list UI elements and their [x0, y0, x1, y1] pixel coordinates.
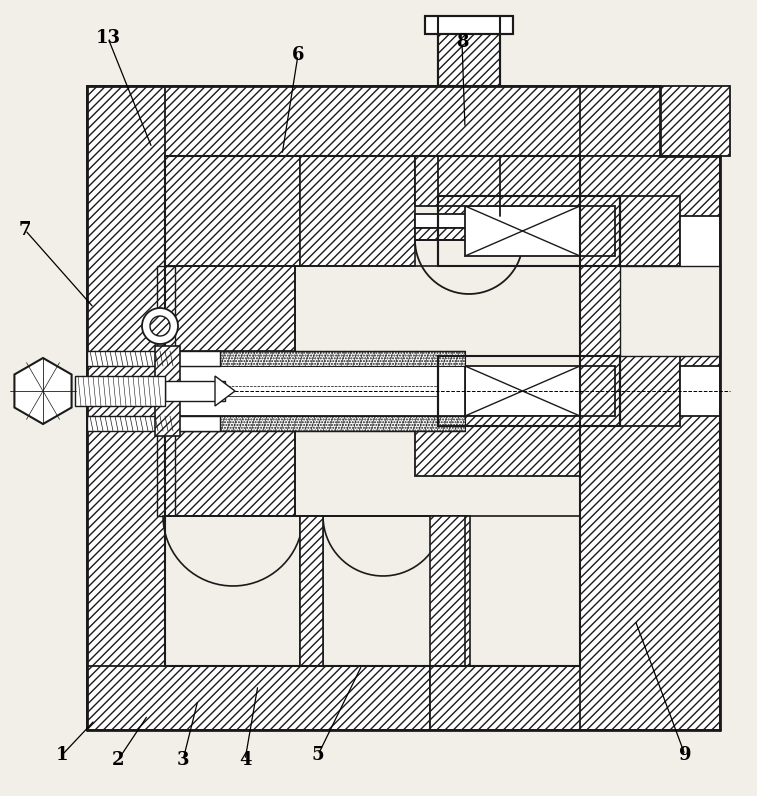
Text: 2: 2 [112, 751, 124, 769]
Polygon shape [465, 206, 580, 256]
Polygon shape [165, 156, 300, 266]
Polygon shape [165, 416, 465, 431]
Text: 3: 3 [176, 751, 189, 769]
Polygon shape [620, 356, 680, 426]
Polygon shape [323, 516, 443, 666]
Polygon shape [300, 516, 323, 666]
Text: 6: 6 [291, 46, 304, 64]
Polygon shape [580, 206, 615, 256]
Polygon shape [14, 358, 72, 424]
Polygon shape [157, 266, 175, 356]
Polygon shape [87, 666, 430, 730]
Polygon shape [165, 266, 295, 351]
Polygon shape [165, 381, 225, 401]
Polygon shape [165, 431, 295, 516]
Text: 7: 7 [19, 221, 31, 239]
Polygon shape [620, 196, 680, 266]
Text: 1: 1 [56, 746, 68, 764]
Polygon shape [415, 228, 523, 240]
Polygon shape [165, 366, 465, 416]
Text: 8: 8 [456, 33, 469, 51]
Text: 9: 9 [679, 746, 691, 764]
Polygon shape [87, 86, 660, 156]
Circle shape [142, 308, 178, 344]
Polygon shape [415, 240, 523, 294]
Polygon shape [620, 266, 720, 356]
Polygon shape [430, 666, 720, 730]
Polygon shape [430, 516, 465, 666]
Polygon shape [165, 156, 580, 666]
Polygon shape [580, 156, 720, 730]
Polygon shape [425, 16, 513, 34]
Polygon shape [87, 351, 220, 366]
Text: 5: 5 [312, 746, 324, 764]
Polygon shape [415, 156, 580, 206]
Polygon shape [75, 376, 165, 406]
Polygon shape [580, 86, 730, 156]
Polygon shape [87, 416, 220, 431]
Polygon shape [680, 366, 720, 416]
Polygon shape [438, 30, 500, 86]
Polygon shape [165, 516, 580, 666]
Polygon shape [157, 431, 175, 516]
Circle shape [150, 316, 170, 336]
Polygon shape [165, 351, 465, 366]
Polygon shape [415, 416, 580, 476]
Polygon shape [443, 516, 470, 666]
Polygon shape [87, 86, 165, 730]
Polygon shape [415, 214, 523, 228]
Polygon shape [155, 346, 180, 436]
Polygon shape [163, 516, 303, 666]
Polygon shape [680, 216, 720, 276]
Polygon shape [580, 366, 615, 416]
Text: 4: 4 [238, 751, 251, 769]
Polygon shape [215, 376, 235, 406]
Polygon shape [300, 156, 415, 266]
Text: 13: 13 [95, 29, 120, 47]
Polygon shape [465, 366, 580, 416]
Polygon shape [438, 156, 500, 216]
